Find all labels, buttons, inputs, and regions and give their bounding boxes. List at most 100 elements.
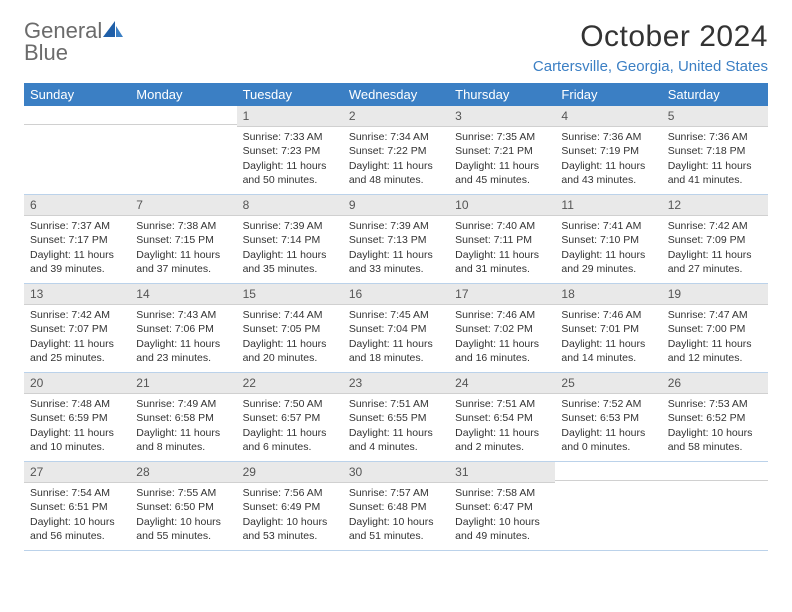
day-number: 3	[449, 106, 555, 127]
day-content: Sunrise: 7:47 AMSunset: 7:00 PMDaylight:…	[662, 305, 768, 371]
row-separator	[24, 194, 768, 195]
day-line: and 55 minutes.	[136, 529, 230, 543]
day-line: Sunset: 7:17 PM	[30, 233, 124, 247]
day-line: Sunrise: 7:45 AM	[349, 308, 443, 322]
day-number	[24, 106, 130, 125]
day-number: 9	[343, 195, 449, 216]
day-content: Sunrise: 7:49 AMSunset: 6:58 PMDaylight:…	[130, 394, 236, 460]
day-line: Sunset: 7:00 PM	[668, 322, 762, 336]
day-content: Sunrise: 7:51 AMSunset: 6:54 PMDaylight:…	[449, 394, 555, 460]
calendar-cell: 3Sunrise: 7:35 AMSunset: 7:21 PMDaylight…	[449, 106, 555, 194]
day-line: Daylight: 11 hours	[349, 248, 443, 262]
day-line: and 45 minutes.	[455, 173, 549, 187]
day-content: Sunrise: 7:45 AMSunset: 7:04 PMDaylight:…	[343, 305, 449, 371]
day-line: Sunset: 6:51 PM	[30, 500, 124, 514]
day-line: Sunrise: 7:55 AM	[136, 486, 230, 500]
day-number: 27	[24, 462, 130, 483]
day-line: and 10 minutes.	[30, 440, 124, 454]
calendar-cell: 19Sunrise: 7:47 AMSunset: 7:00 PMDayligh…	[662, 284, 768, 372]
day-number: 26	[662, 373, 768, 394]
day-content: Sunrise: 7:48 AMSunset: 6:59 PMDaylight:…	[24, 394, 130, 460]
day-line: Sunrise: 7:57 AM	[349, 486, 443, 500]
day-line: Sunrise: 7:37 AM	[30, 219, 124, 233]
day-line: Sunrise: 7:53 AM	[668, 397, 762, 411]
day-line: Daylight: 11 hours	[668, 248, 762, 262]
day-number: 20	[24, 373, 130, 394]
calendar-cell: 10Sunrise: 7:40 AMSunset: 7:11 PMDayligh…	[449, 195, 555, 283]
day-line: Daylight: 11 hours	[136, 337, 230, 351]
day-line: Sunrise: 7:42 AM	[30, 308, 124, 322]
day-content: Sunrise: 7:54 AMSunset: 6:51 PMDaylight:…	[24, 483, 130, 549]
day-line: and 12 minutes.	[668, 351, 762, 365]
day-line: Sunset: 7:21 PM	[455, 144, 549, 158]
day-line: Daylight: 11 hours	[349, 426, 443, 440]
day-line: Sunset: 7:09 PM	[668, 233, 762, 247]
day-number: 12	[662, 195, 768, 216]
day-line: Sunset: 6:48 PM	[349, 500, 443, 514]
day-content: Sunrise: 7:36 AMSunset: 7:19 PMDaylight:…	[555, 127, 661, 193]
weekday-tuesday: Tuesday	[237, 83, 343, 106]
day-line: and 33 minutes.	[349, 262, 443, 276]
day-line: Daylight: 11 hours	[136, 248, 230, 262]
day-content: Sunrise: 7:35 AMSunset: 7:21 PMDaylight:…	[449, 127, 555, 193]
day-number: 18	[555, 284, 661, 305]
day-line: Sunrise: 7:36 AM	[668, 130, 762, 144]
calendar-cell: 18Sunrise: 7:46 AMSunset: 7:01 PMDayligh…	[555, 284, 661, 372]
day-line: Daylight: 11 hours	[561, 159, 655, 173]
day-line: Sunset: 6:53 PM	[561, 411, 655, 425]
day-number: 2	[343, 106, 449, 127]
day-line: Sunset: 6:50 PM	[136, 500, 230, 514]
day-line: Sunrise: 7:56 AM	[243, 486, 337, 500]
day-line: Sunset: 6:52 PM	[668, 411, 762, 425]
day-content: Sunrise: 7:41 AMSunset: 7:10 PMDaylight:…	[555, 216, 661, 282]
day-content: Sunrise: 7:39 AMSunset: 7:14 PMDaylight:…	[237, 216, 343, 282]
day-number: 7	[130, 195, 236, 216]
day-line: and 58 minutes.	[668, 440, 762, 454]
day-content: Sunrise: 7:44 AMSunset: 7:05 PMDaylight:…	[237, 305, 343, 371]
calendar-cell: 20Sunrise: 7:48 AMSunset: 6:59 PMDayligh…	[24, 373, 130, 461]
day-line: and 51 minutes.	[349, 529, 443, 543]
day-line: Sunrise: 7:42 AM	[668, 219, 762, 233]
row-separator	[24, 372, 768, 373]
calendar-cell: 24Sunrise: 7:51 AMSunset: 6:54 PMDayligh…	[449, 373, 555, 461]
calendar-body: 1Sunrise: 7:33 AMSunset: 7:23 PMDaylight…	[24, 106, 768, 551]
day-number: 1	[237, 106, 343, 127]
title-block: October 2024 Cartersville, Georgia, Unit…	[533, 20, 768, 75]
day-line: Sunrise: 7:39 AM	[349, 219, 443, 233]
day-line: and 6 minutes.	[243, 440, 337, 454]
day-line: Sunrise: 7:50 AM	[243, 397, 337, 411]
day-line: Sunset: 7:14 PM	[243, 233, 337, 247]
calendar-cell: 27Sunrise: 7:54 AMSunset: 6:51 PMDayligh…	[24, 462, 130, 550]
day-line: Sunset: 7:05 PM	[243, 322, 337, 336]
day-line: Sunset: 6:57 PM	[243, 411, 337, 425]
day-content: Sunrise: 7:36 AMSunset: 7:18 PMDaylight:…	[662, 127, 768, 193]
day-line: and 2 minutes.	[455, 440, 549, 454]
day-line: Sunset: 7:07 PM	[30, 322, 124, 336]
day-line: Sunrise: 7:38 AM	[136, 219, 230, 233]
day-number: 10	[449, 195, 555, 216]
calendar-cell: 29Sunrise: 7:56 AMSunset: 6:49 PMDayligh…	[237, 462, 343, 550]
day-number: 17	[449, 284, 555, 305]
calendar-cell	[130, 106, 236, 194]
day-number: 24	[449, 373, 555, 394]
day-number: 22	[237, 373, 343, 394]
calendar-cell: 17Sunrise: 7:46 AMSunset: 7:02 PMDayligh…	[449, 284, 555, 372]
day-line: Daylight: 10 hours	[243, 515, 337, 529]
row-separator	[24, 461, 768, 462]
day-line: Sunrise: 7:36 AM	[561, 130, 655, 144]
calendar-cell: 7Sunrise: 7:38 AMSunset: 7:15 PMDaylight…	[130, 195, 236, 283]
calendar-cell: 15Sunrise: 7:44 AMSunset: 7:05 PMDayligh…	[237, 284, 343, 372]
calendar-cell: 23Sunrise: 7:51 AMSunset: 6:55 PMDayligh…	[343, 373, 449, 461]
day-line: Sunrise: 7:47 AM	[668, 308, 762, 322]
day-number: 19	[662, 284, 768, 305]
calendar-cell	[662, 462, 768, 550]
day-line: Sunrise: 7:43 AM	[136, 308, 230, 322]
day-number: 4	[555, 106, 661, 127]
row-separator	[24, 283, 768, 284]
day-number: 8	[237, 195, 343, 216]
day-line: Daylight: 11 hours	[243, 337, 337, 351]
day-content	[24, 125, 130, 134]
day-line: Daylight: 11 hours	[455, 426, 549, 440]
day-line: and 27 minutes.	[668, 262, 762, 276]
location: Cartersville, Georgia, United States	[533, 58, 768, 75]
